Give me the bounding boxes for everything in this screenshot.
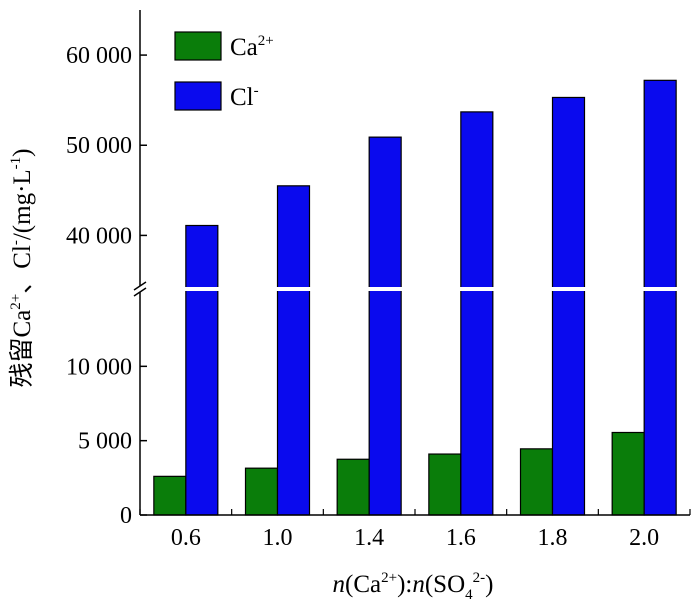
- bar-ca-1.0: [244, 467, 279, 516]
- bar-cl-2.0: [643, 79, 677, 516]
- bar-ca-1.8: [519, 448, 554, 516]
- axis-break-gap: [134, 287, 690, 291]
- legend-label-ca: Ca2+: [230, 33, 274, 61]
- bar-cl-0.6: [185, 224, 219, 516]
- legend: Ca2+ Cl-: [174, 31, 274, 111]
- y-ticks-layer: 0 5 000 10 000 40 000 50 000 60 000: [66, 43, 147, 529]
- bar-cl-1.4: [368, 136, 402, 516]
- y-tick-label: 5 000: [78, 429, 132, 455]
- x-tick-label: 1.6: [446, 525, 476, 551]
- bar-cl-1.8: [551, 96, 586, 516]
- x-axis-label: n(Ca2+):n(SO42-): [333, 570, 494, 601]
- y-tick-label: 50 000: [66, 133, 132, 159]
- legend-label-cl: Cl-: [230, 83, 259, 111]
- x-ticks-layer: 0.6 1.0 1.4 1.6 1.8 2.0: [139, 509, 691, 551]
- x-tick-label: 0.6: [171, 525, 201, 551]
- bar-ca-1.6: [428, 453, 462, 516]
- legend-swatch-ca: [174, 31, 222, 61]
- bar-cl-1.6: [460, 111, 494, 516]
- x-tick-label: 1.4: [354, 525, 384, 551]
- y-tick-label: 10 000: [66, 354, 132, 380]
- x-tick-label: 1.8: [538, 525, 568, 551]
- break-mark-upper: [133, 281, 147, 291]
- x-tick-label: 2.0: [629, 525, 659, 551]
- break-mark-lower: [133, 287, 147, 297]
- bar-ca-2.0: [611, 431, 645, 516]
- y-tick-label: 0: [120, 503, 132, 529]
- legend-swatch-cl: [174, 81, 222, 111]
- bars-layer: [153, 79, 677, 516]
- bar-cl-1.0: [276, 185, 311, 516]
- x-tick-label: 1.0: [263, 525, 293, 551]
- y-tick-label: 40 000: [66, 223, 132, 249]
- bar-ca-0.6: [153, 475, 187, 516]
- y-axis-label: 残留Ca2+、Cl-/(mg·L-1): [8, 148, 36, 387]
- break-band: [134, 287, 690, 291]
- y-tick-label: 60 000: [66, 43, 132, 69]
- bar-ca-1.4: [336, 458, 370, 516]
